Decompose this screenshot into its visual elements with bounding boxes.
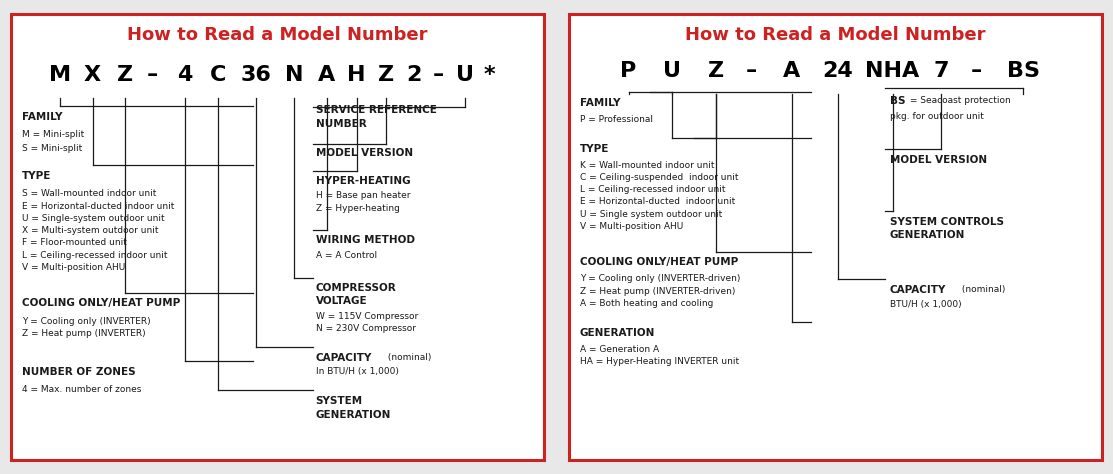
Text: K = Wall-mounted indoor unit: K = Wall-mounted indoor unit bbox=[580, 161, 715, 170]
Text: E = Horizontal-ducted  indoor unit: E = Horizontal-ducted indoor unit bbox=[580, 197, 735, 206]
Text: COOLING ONLY/HEAT PUMP: COOLING ONLY/HEAT PUMP bbox=[22, 299, 180, 309]
Text: M = Mini-split: M = Mini-split bbox=[22, 130, 85, 139]
Text: Z: Z bbox=[117, 65, 134, 85]
Text: –: – bbox=[972, 61, 983, 81]
Text: S = Mini-split: S = Mini-split bbox=[22, 144, 82, 153]
Text: BTU/H (x 1,000): BTU/H (x 1,000) bbox=[889, 300, 962, 309]
Text: V = Multi-position AHU: V = Multi-position AHU bbox=[580, 222, 683, 231]
Text: SYSTEM CONTROLS: SYSTEM CONTROLS bbox=[889, 217, 1004, 227]
Text: –: – bbox=[746, 61, 757, 81]
Text: U: U bbox=[663, 61, 681, 81]
Text: A = A Control: A = A Control bbox=[316, 251, 377, 260]
Text: P = Professional: P = Professional bbox=[580, 115, 652, 124]
Text: M: M bbox=[49, 65, 71, 85]
Text: WIRING METHOD: WIRING METHOD bbox=[316, 235, 415, 245]
Text: Y = Cooling only (INVERTER-driven): Y = Cooling only (INVERTER-driven) bbox=[580, 274, 740, 283]
Text: COOLING ONLY/HEAT PUMP: COOLING ONLY/HEAT PUMP bbox=[580, 257, 738, 267]
Text: How to Read a Model Number: How to Read a Model Number bbox=[686, 26, 986, 44]
Text: How to Read a Model Number: How to Read a Model Number bbox=[127, 26, 427, 44]
Text: U = Single-system outdoor unit: U = Single-system outdoor unit bbox=[22, 214, 165, 223]
Text: CAPACITY: CAPACITY bbox=[316, 353, 372, 363]
Text: SERVICE REFERENCE: SERVICE REFERENCE bbox=[316, 105, 436, 115]
Text: X: X bbox=[85, 65, 101, 85]
Text: A: A bbox=[784, 61, 800, 81]
Text: X = Multi-system outdoor unit: X = Multi-system outdoor unit bbox=[22, 226, 158, 235]
Text: F = Floor-mounted unit: F = Floor-mounted unit bbox=[22, 238, 127, 247]
Text: = Seacoast protection: = Seacoast protection bbox=[907, 96, 1011, 105]
Text: U: U bbox=[456, 65, 474, 85]
Text: (nominal): (nominal) bbox=[959, 285, 1005, 294]
Text: VOLTAGE: VOLTAGE bbox=[316, 296, 367, 306]
Text: HA = Hyper-Heating INVERTER unit: HA = Hyper-Heating INVERTER unit bbox=[580, 357, 739, 366]
Text: W = 115V Compressor: W = 115V Compressor bbox=[316, 312, 418, 321]
Text: S = Wall-mounted indoor unit: S = Wall-mounted indoor unit bbox=[22, 189, 156, 198]
Text: E = Horizontal-ducted indoor unit: E = Horizontal-ducted indoor unit bbox=[22, 201, 175, 210]
Text: NUMBER: NUMBER bbox=[316, 118, 366, 128]
Text: (nominal): (nominal) bbox=[385, 353, 432, 362]
Text: In BTU/H (x 1,000): In BTU/H (x 1,000) bbox=[316, 367, 398, 376]
Text: H: H bbox=[347, 65, 366, 85]
Text: SYSTEM: SYSTEM bbox=[316, 396, 363, 406]
Text: A = Both heating and cooling: A = Both heating and cooling bbox=[580, 299, 713, 308]
Text: MODEL VERSION: MODEL VERSION bbox=[316, 148, 413, 158]
Text: 2: 2 bbox=[406, 65, 422, 85]
Text: 24: 24 bbox=[823, 61, 854, 81]
Text: C = Ceiling-suspended  indoor unit: C = Ceiling-suspended indoor unit bbox=[580, 173, 738, 182]
Text: Z = Hyper-heating: Z = Hyper-heating bbox=[316, 204, 400, 213]
Text: TYPE: TYPE bbox=[580, 144, 609, 154]
Text: –: – bbox=[433, 65, 444, 85]
Text: N: N bbox=[285, 65, 303, 85]
Text: GENERATION: GENERATION bbox=[889, 230, 965, 240]
Text: N = 230V Compressor: N = 230V Compressor bbox=[316, 324, 416, 333]
Text: COMPRESSOR: COMPRESSOR bbox=[316, 283, 396, 292]
Text: 4: 4 bbox=[177, 65, 193, 85]
Text: NHA: NHA bbox=[866, 61, 919, 81]
Text: FAMILY: FAMILY bbox=[22, 112, 62, 122]
Text: C: C bbox=[209, 65, 226, 85]
Text: GENERATION: GENERATION bbox=[316, 410, 391, 420]
Text: GENERATION: GENERATION bbox=[580, 328, 656, 338]
Text: H = Base pan heater: H = Base pan heater bbox=[316, 191, 411, 201]
Text: BS: BS bbox=[1006, 61, 1040, 81]
Text: NUMBER OF ZONES: NUMBER OF ZONES bbox=[22, 367, 136, 377]
Text: Z = Heat pump (INVERTER): Z = Heat pump (INVERTER) bbox=[22, 329, 146, 338]
Text: P: P bbox=[620, 61, 637, 81]
Text: TYPE: TYPE bbox=[22, 171, 51, 181]
Text: 4 = Max. number of zones: 4 = Max. number of zones bbox=[22, 385, 141, 394]
Text: L = Ceiling-recessed indoor unit: L = Ceiling-recessed indoor unit bbox=[22, 251, 167, 260]
Text: A: A bbox=[318, 65, 335, 85]
Text: CAPACITY: CAPACITY bbox=[889, 285, 946, 295]
Text: –: – bbox=[147, 65, 158, 85]
Text: *: * bbox=[484, 65, 495, 85]
Text: Z: Z bbox=[708, 61, 723, 81]
Text: FAMILY: FAMILY bbox=[580, 98, 620, 108]
Text: MODEL VERSION: MODEL VERSION bbox=[889, 155, 987, 165]
Text: 36: 36 bbox=[240, 65, 272, 85]
Text: pkg. for outdoor unit: pkg. for outdoor unit bbox=[889, 112, 984, 121]
Text: L = Ceiling-recessed indoor unit: L = Ceiling-recessed indoor unit bbox=[580, 185, 726, 194]
Text: Z = Heat pump (INVERTER-driven): Z = Heat pump (INVERTER-driven) bbox=[580, 287, 735, 296]
Text: Y = Cooling only (INVERTER): Y = Cooling only (INVERTER) bbox=[22, 317, 150, 326]
Text: V = Multi-position AHU: V = Multi-position AHU bbox=[22, 263, 125, 272]
Text: BS: BS bbox=[889, 96, 905, 106]
Text: U = Single system outdoor unit: U = Single system outdoor unit bbox=[580, 210, 722, 219]
Text: HYPER-HEATING: HYPER-HEATING bbox=[316, 175, 411, 185]
Text: 7: 7 bbox=[934, 61, 949, 81]
Text: A = Generation A: A = Generation A bbox=[580, 345, 659, 354]
Text: Z: Z bbox=[378, 65, 394, 85]
